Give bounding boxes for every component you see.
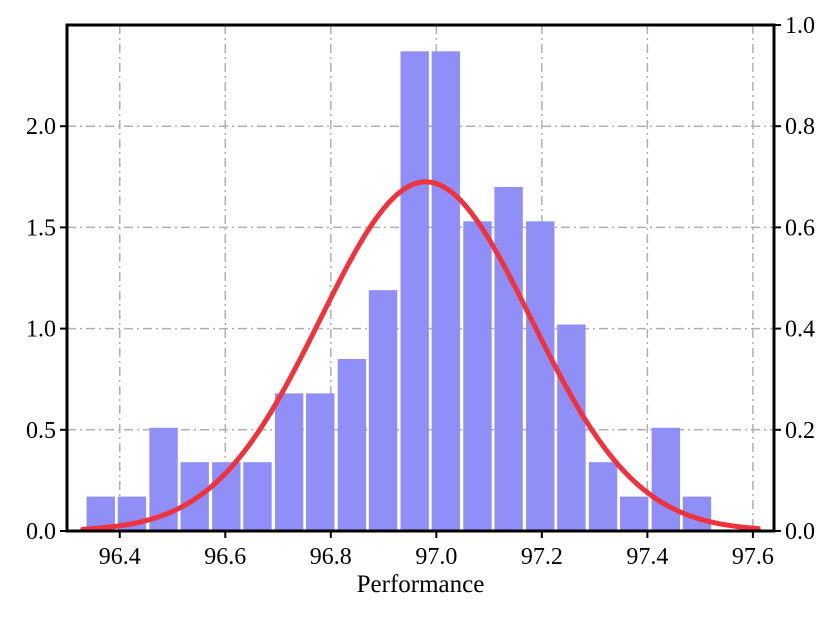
histogram-bar	[588, 462, 618, 531]
histogram-bar	[368, 290, 398, 531]
x-tick-label: 97.4	[626, 544, 668, 570]
density-curve	[80, 179, 761, 532]
y-tick-label: 1.0	[26, 317, 56, 343]
histogram-bar	[306, 393, 335, 531]
x-tick-label: 97.0	[415, 544, 457, 570]
histogram-bars	[86, 51, 712, 532]
y2-tick-label: 0.4	[785, 317, 815, 343]
histogram-bar	[526, 221, 555, 531]
y2-tick-label: 0.2	[785, 418, 815, 444]
y-tick-label: 0.5	[26, 418, 56, 444]
histogram-bar	[400, 51, 429, 531]
histogram-bar	[619, 496, 649, 531]
x-tick-label: 97.6	[732, 544, 774, 570]
right-y-axis-ticks: 0.0 0.2 0.4 0.6 0.8 1.0	[774, 13, 815, 545]
histogram-bar	[463, 221, 492, 531]
histogram-bar	[431, 51, 461, 531]
x-tick-label: 96.4	[99, 544, 141, 570]
histogram-bar	[274, 393, 304, 531]
y2-tick-label: 0.8	[785, 114, 815, 140]
x-axis-ticks: 96.4 96.6 96.8 97.0 97.2 97.4 97.6	[99, 531, 774, 570]
y2-tick-label: 1.0	[785, 13, 815, 39]
y-tick-label: 1.5	[26, 215, 56, 241]
x-tick-label: 97.2	[521, 544, 563, 570]
x-tick-label: 96.8	[310, 544, 352, 570]
left-y-axis-ticks: 0.0 0.5 1.0 1.5 2.0	[26, 114, 67, 545]
histogram-bar	[651, 427, 681, 531]
y2-tick-label: 0.6	[785, 215, 815, 241]
density-curve-layer	[80, 179, 761, 532]
x-tick-label: 96.6	[204, 544, 246, 570]
x-axis-title: Performance	[357, 571, 485, 598]
histogram-bar	[494, 186, 523, 532]
histogram-bar	[243, 462, 272, 531]
y-tick-label: 2.0	[26, 114, 56, 140]
histogram-bar	[557, 324, 586, 531]
y2-tick-label: 0.0	[785, 519, 815, 545]
plot-frame	[65, 23, 776, 533]
histogram-bar	[337, 358, 367, 531]
y-tick-label: 0.0	[26, 519, 56, 545]
